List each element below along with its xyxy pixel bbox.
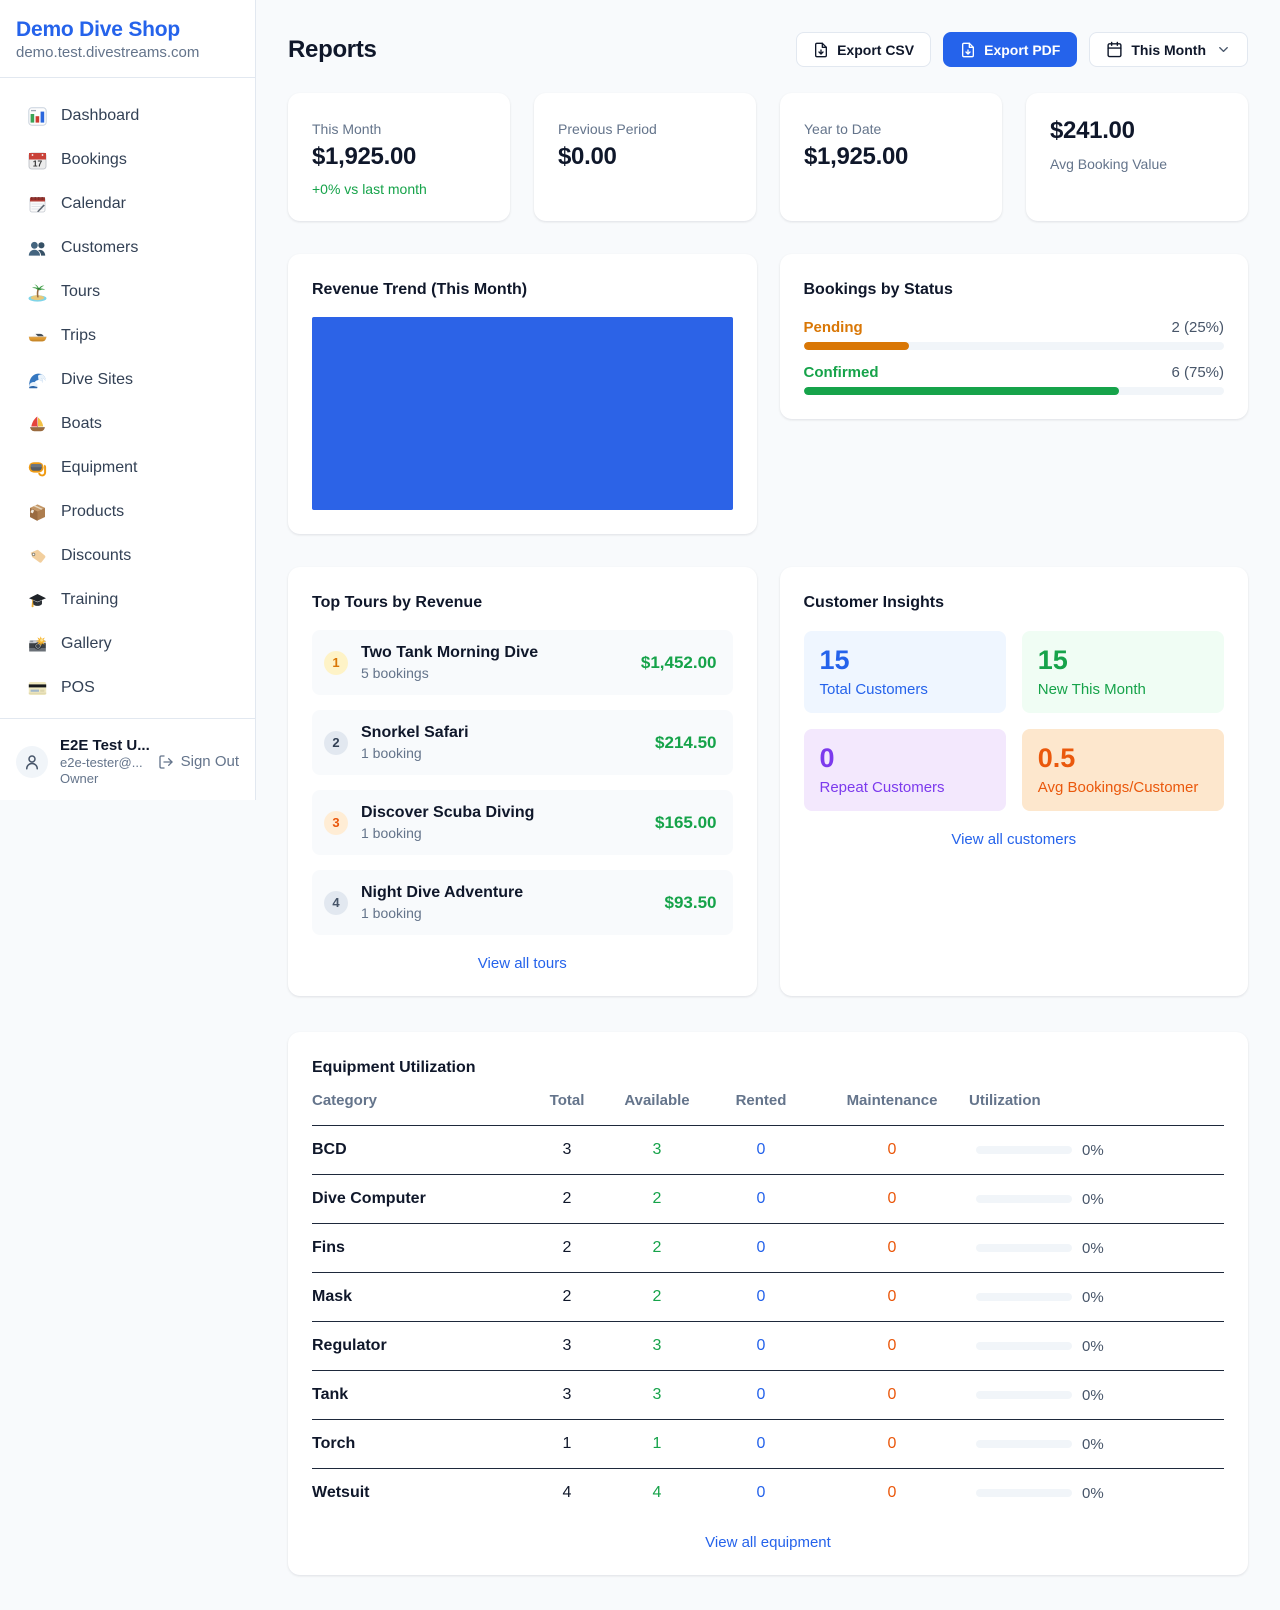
svg-text:17: 17 (33, 158, 43, 168)
